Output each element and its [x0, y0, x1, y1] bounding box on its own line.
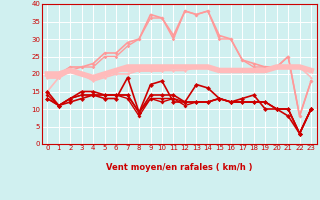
X-axis label: Vent moyen/en rafales ( km/h ): Vent moyen/en rafales ( km/h )	[106, 162, 252, 171]
